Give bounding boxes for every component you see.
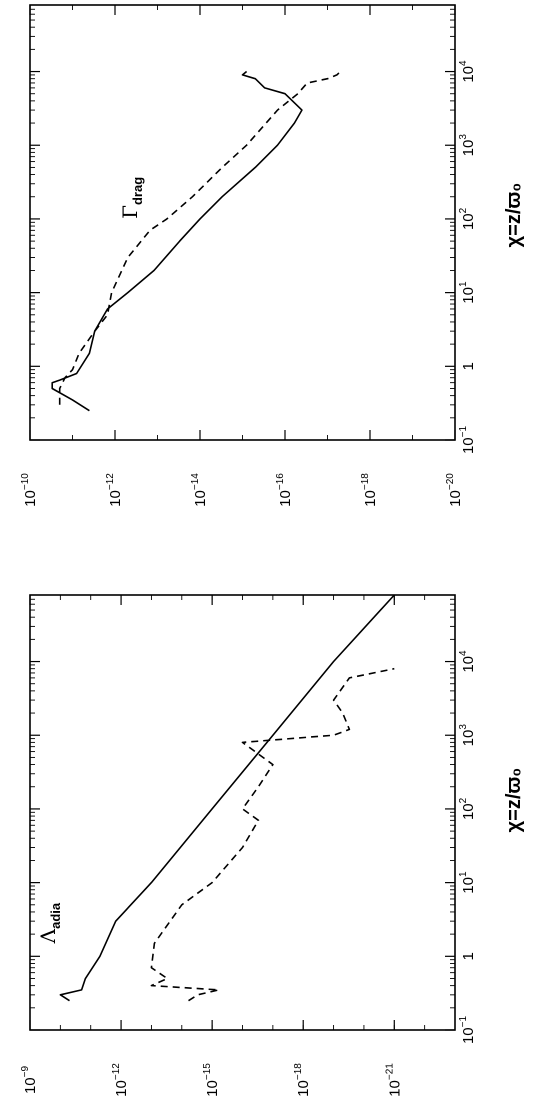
y-tick-label-base: 10 <box>22 490 39 507</box>
x-tick-label-base: 10 <box>460 656 477 673</box>
x-tick-label: 1 <box>460 952 477 960</box>
x-tick-label-base: 1 <box>460 362 477 370</box>
x-tick-label: 101 <box>458 281 477 304</box>
y-tick-label-base: 10 <box>107 490 124 507</box>
x-tick-label-exp: 2 <box>458 797 469 803</box>
chart-panel-bottom: 10−1110110210310410−910−1210−1510−1810−2… <box>20 594 525 1097</box>
series-line-dashed <box>58 70 341 405</box>
y-tick-label: 10−15 <box>202 1063 221 1097</box>
y-tick-label-exp: −18 <box>293 1063 304 1080</box>
x-tick-label-base: 10 <box>460 877 477 894</box>
x-tick-label: 103 <box>458 724 477 747</box>
plot-frame <box>29 4 456 441</box>
y-tick-label-base: 10 <box>113 1080 130 1097</box>
y-tick-label-exp: −18 <box>360 473 371 490</box>
x-tick-label: 10−1 <box>458 1016 477 1045</box>
y-tick-label-base: 10 <box>362 490 379 507</box>
series-annotation: Λadia <box>36 902 63 944</box>
y-tick-label: 10−20 <box>445 473 464 507</box>
y-tick-label-exp: −12 <box>111 1063 122 1080</box>
x-tick-label-base: 10 <box>460 140 477 157</box>
x-tick-label-base: 10 <box>460 66 477 83</box>
x-tick-label: 101 <box>458 871 477 894</box>
x-tick-label-base: 10 <box>460 213 477 230</box>
x-tick-label-base: 10 <box>460 437 477 454</box>
series-line-solid <box>59 594 395 1002</box>
y-tick-label-exp: −14 <box>190 473 201 490</box>
y-tick-label: 10−14 <box>190 473 209 507</box>
series-line-dashed <box>150 667 395 1002</box>
x-tick-label-exp: 3 <box>458 724 469 730</box>
x-tick-label-exp: −1 <box>458 426 469 438</box>
y-tick-label: 10−10 <box>20 473 39 507</box>
annotation-symbol: Λ <box>36 928 60 944</box>
x-tick-label: 103 <box>458 134 477 157</box>
x-axis-title: χ=z/ϖ₀ <box>503 183 525 248</box>
y-tick-label: 10−16 <box>275 473 294 507</box>
x-tick-label-exp: 4 <box>458 60 469 66</box>
y-tick-label-exp: −10 <box>20 473 31 490</box>
x-tick-label-exp: 1 <box>458 871 469 877</box>
x-tick-label: 102 <box>458 207 477 230</box>
annotation-subscript: drag <box>130 177 145 205</box>
y-tick-label-base: 10 <box>447 490 464 507</box>
x-tick-label-exp: −1 <box>458 1016 469 1028</box>
y-tick-label-base: 10 <box>192 490 209 507</box>
x-tick-label: 104 <box>458 60 477 83</box>
y-tick-label-exp: −12 <box>105 473 116 490</box>
x-tick-label: 102 <box>458 797 477 820</box>
x-tick-label-base: 10 <box>460 287 477 304</box>
x-tick-label: 104 <box>458 650 477 673</box>
y-tick-label-base: 10 <box>22 1077 39 1094</box>
y-tick-label: 10−9 <box>20 1066 39 1095</box>
y-tick-label: 10−12 <box>105 473 124 507</box>
y-tick-label-base: 10 <box>204 1080 221 1097</box>
x-tick-label-base: 10 <box>460 1027 477 1044</box>
y-tick-label: 10−12 <box>111 1063 130 1097</box>
x-tick-label-base: 1 <box>460 952 477 960</box>
y-tick-label-base: 10 <box>277 490 294 507</box>
y-tick-label-exp: −9 <box>20 1066 31 1078</box>
x-tick-label-exp: 3 <box>458 134 469 140</box>
x-tick-label: 10−1 <box>458 426 477 455</box>
y-tick-label-exp: −15 <box>202 1063 213 1080</box>
series-line-solid <box>51 70 303 412</box>
annotation-symbol: Γ <box>118 205 142 219</box>
x-axis-title: χ=z/ϖ₀ <box>503 768 525 833</box>
y-tick-label: 10−21 <box>384 1063 403 1097</box>
y-tick-label: 10−18 <box>360 473 379 507</box>
y-tick-label: 10−18 <box>293 1063 312 1097</box>
series-annotation: Γdrag <box>118 177 145 219</box>
x-tick-label-exp: 1 <box>458 281 469 287</box>
y-tick-label-exp: −16 <box>275 473 286 490</box>
chart-panel-top: 10−1110110210310410−1010−1210−1410−1610−… <box>20 4 525 507</box>
x-tick-label-base: 10 <box>460 730 477 747</box>
x-tick-label-exp: 4 <box>458 650 469 656</box>
y-tick-label-base: 10 <box>295 1080 312 1097</box>
y-tick-label-exp: −21 <box>384 1063 395 1080</box>
x-tick-label-exp: 2 <box>458 207 469 213</box>
annotation-subscript: adia <box>48 902 63 929</box>
x-tick-label: 1 <box>460 362 477 370</box>
y-tick-label-exp: −20 <box>445 473 456 490</box>
x-tick-label-base: 10 <box>460 803 477 820</box>
y-tick-label-base: 10 <box>386 1080 403 1097</box>
